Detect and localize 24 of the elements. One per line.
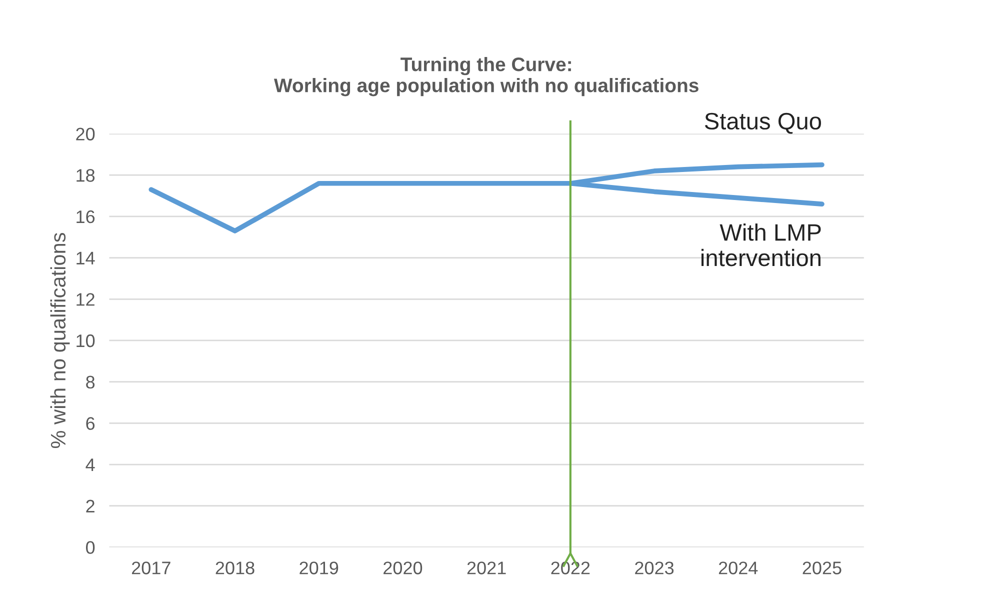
x-tick-label: 2020 (384, 562, 422, 574)
x-tick-label: 2023 (635, 562, 674, 574)
x-tick-label: 2021 (467, 562, 506, 574)
y-tick-label: 0 (86, 541, 95, 554)
y-tick-label: 8 (86, 376, 95, 389)
y-tick-label: 2 (86, 500, 94, 512)
x-tick-label: 2024 (718, 562, 758, 574)
x-tick-label: 2022 (551, 562, 590, 574)
series-label: Status Quo (704, 112, 821, 134)
x-tick-label: 2017 (132, 562, 170, 574)
x-tick-label: 2025 (802, 562, 842, 574)
y-tick-label: 10 (76, 334, 95, 348)
y-tick-label: 12 (76, 293, 94, 306)
chart-title: Turning the Curve: Working age population with no qualifications (274, 56, 698, 96)
y-tick-label: 6 (86, 417, 95, 430)
y-tick-label: 14 (76, 252, 95, 264)
series-label: With LMP intervention (702, 223, 821, 266)
x-tick-label: 2018 (216, 562, 254, 574)
y-tick-label: 16 (76, 210, 95, 224)
x-tick-label: 2019 (300, 562, 338, 574)
y-tick-label: 4 (86, 458, 95, 472)
y-tick-label: 20 (76, 128, 95, 140)
y-tick-label: 18 (76, 169, 95, 182)
y-axis-title: % with no qualifications (50, 232, 70, 448)
